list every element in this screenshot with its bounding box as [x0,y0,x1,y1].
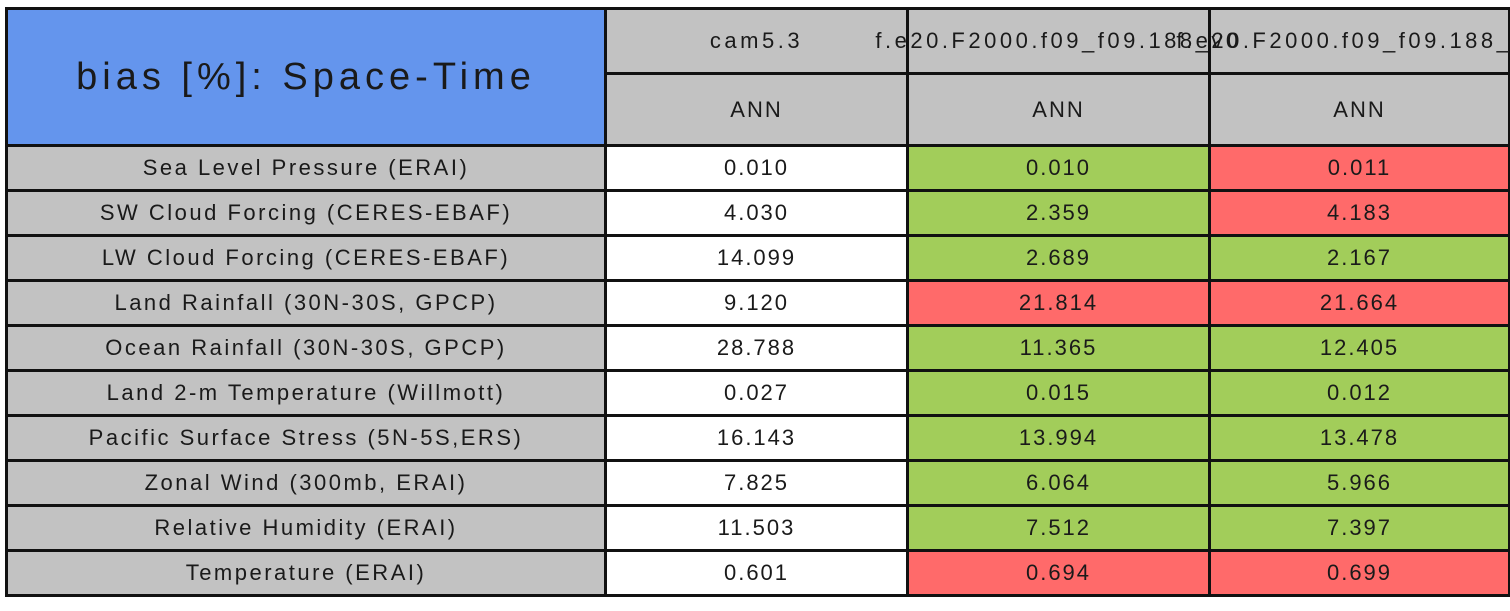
value-cell: 11.365 [906,324,1211,372]
value-cell: 6.064 [906,459,1211,507]
column-header-overflow-wrap: cam5.3 [607,28,906,54]
table-row: Temperature (ERAI) 0.601 0.694 0.699 [5,549,1510,597]
column-header-case-1: f.e20.F2000.f09_f09.188_v0 [875,28,1242,53]
row-label: SW Cloud Forcing (CERES-EBAF) [5,189,607,237]
value-cell: 0.015 [906,369,1211,417]
table-row: SW Cloud Forcing (CERES-EBAF) 4.030 2.35… [5,189,1510,237]
column-header-cell: cam5.3 [604,7,909,75]
season-header-cell: ANN [906,72,1211,147]
value-cell: 0.699 [1208,549,1510,597]
row-label: Pacific Surface Stress (5N-5S,ERS) [5,414,607,462]
season-label-1: ANN [1032,96,1085,122]
value-cell: 7.512 [906,504,1211,552]
season-header-cell: ANN [1208,72,1510,147]
table-row: LW Cloud Forcing (CERES-EBAF) 14.099 2.6… [5,234,1510,282]
table-title-cell: bias [%]: Space-Time [5,7,607,147]
row-label: Ocean Rainfall (30N-30S, GPCP) [5,324,607,372]
column-header-cell: f.e20.F2000.f09_f09.188_v1 [1176,7,1510,75]
season-label-0: ANN [730,96,783,122]
column-header-case-2: f.e20.F2000.f09_f09.188_v1 [1176,28,1510,53]
row-label: Land 2-m Temperature (Willmott) [5,369,607,417]
value-cell: 0.027 [604,369,909,417]
value-cell: 2.167 [1208,234,1510,282]
table-row: Land 2-m Temperature (Willmott) 0.027 0.… [5,369,1510,417]
value-cell: 0.694 [906,549,1211,597]
value-cell: 0.010 [604,144,909,192]
value-cell: 13.478 [1208,414,1510,462]
row-label: Land Rainfall (30N-30S, GPCP) [5,279,607,327]
season-header-cell: ANN [604,72,909,147]
value-cell: 7.825 [604,459,909,507]
table-row: Zonal Wind (300mb, ERAI) 7.825 6.064 5.9… [5,459,1510,507]
value-cell: 14.099 [604,234,909,282]
value-cell: 11.503 [604,504,909,552]
value-cell: 0.011 [1208,144,1510,192]
table-title: bias [%]: Space-Time [76,55,536,98]
value-cell: 13.994 [906,414,1211,462]
row-label: Sea Level Pressure (ERAI) [5,144,607,192]
column-header-case-0: cam5.3 [709,28,804,53]
row-label: Relative Humidity (ERAI) [5,504,607,552]
table-row: Ocean Rainfall (30N-30S, GPCP) 28.788 11… [5,324,1510,372]
value-cell: 16.143 [604,414,909,462]
column-header-overflow-wrap: f.e20.F2000.f09_f09.188_v0 [875,28,1238,54]
table-row: Pacific Surface Stress (5N-5S,ERS) 16.14… [5,414,1510,462]
value-cell: 21.814 [906,279,1211,327]
value-cell: 4.183 [1208,189,1510,237]
value-cell: 0.010 [906,144,1211,192]
column-header-overflow-wrap: f.e20.F2000.f09_f09.188_v1 [1176,28,1510,54]
season-label-2: ANN [1333,96,1386,122]
value-cell: 7.397 [1208,504,1510,552]
value-cell: 12.405 [1208,324,1510,372]
value-cell: 9.120 [604,279,909,327]
column-header-cell: f.e20.F2000.f09_f09.188_v0 [875,7,1238,75]
table-row: Sea Level Pressure (ERAI) 0.010 0.010 0.… [5,144,1510,192]
value-cell: 4.030 [604,189,909,237]
value-cell: 0.601 [604,549,909,597]
row-label: Temperature (ERAI) [5,549,607,597]
table-row: Land Rainfall (30N-30S, GPCP) 9.120 21.8… [5,279,1510,327]
row-label: LW Cloud Forcing (CERES-EBAF) [5,234,607,282]
row-label: Zonal Wind (300mb, ERAI) [5,459,607,507]
value-cell: 21.664 [1208,279,1510,327]
table-row: Relative Humidity (ERAI) 11.503 7.512 7.… [5,504,1510,552]
value-cell: 2.359 [906,189,1211,237]
value-cell: 28.788 [604,324,909,372]
value-cell: 2.689 [906,234,1211,282]
value-cell: 0.012 [1208,369,1510,417]
value-cell: 5.966 [1208,459,1510,507]
metrics-table: bias [%]: Space-Time cam5.3 f.e20.F2000.… [5,7,1510,597]
header-row-seasons: ANN ANN ANN [7,72,1510,147]
header-row-cases: bias [%]: Space-Time cam5.3 f.e20.F2000.… [5,7,1510,147]
